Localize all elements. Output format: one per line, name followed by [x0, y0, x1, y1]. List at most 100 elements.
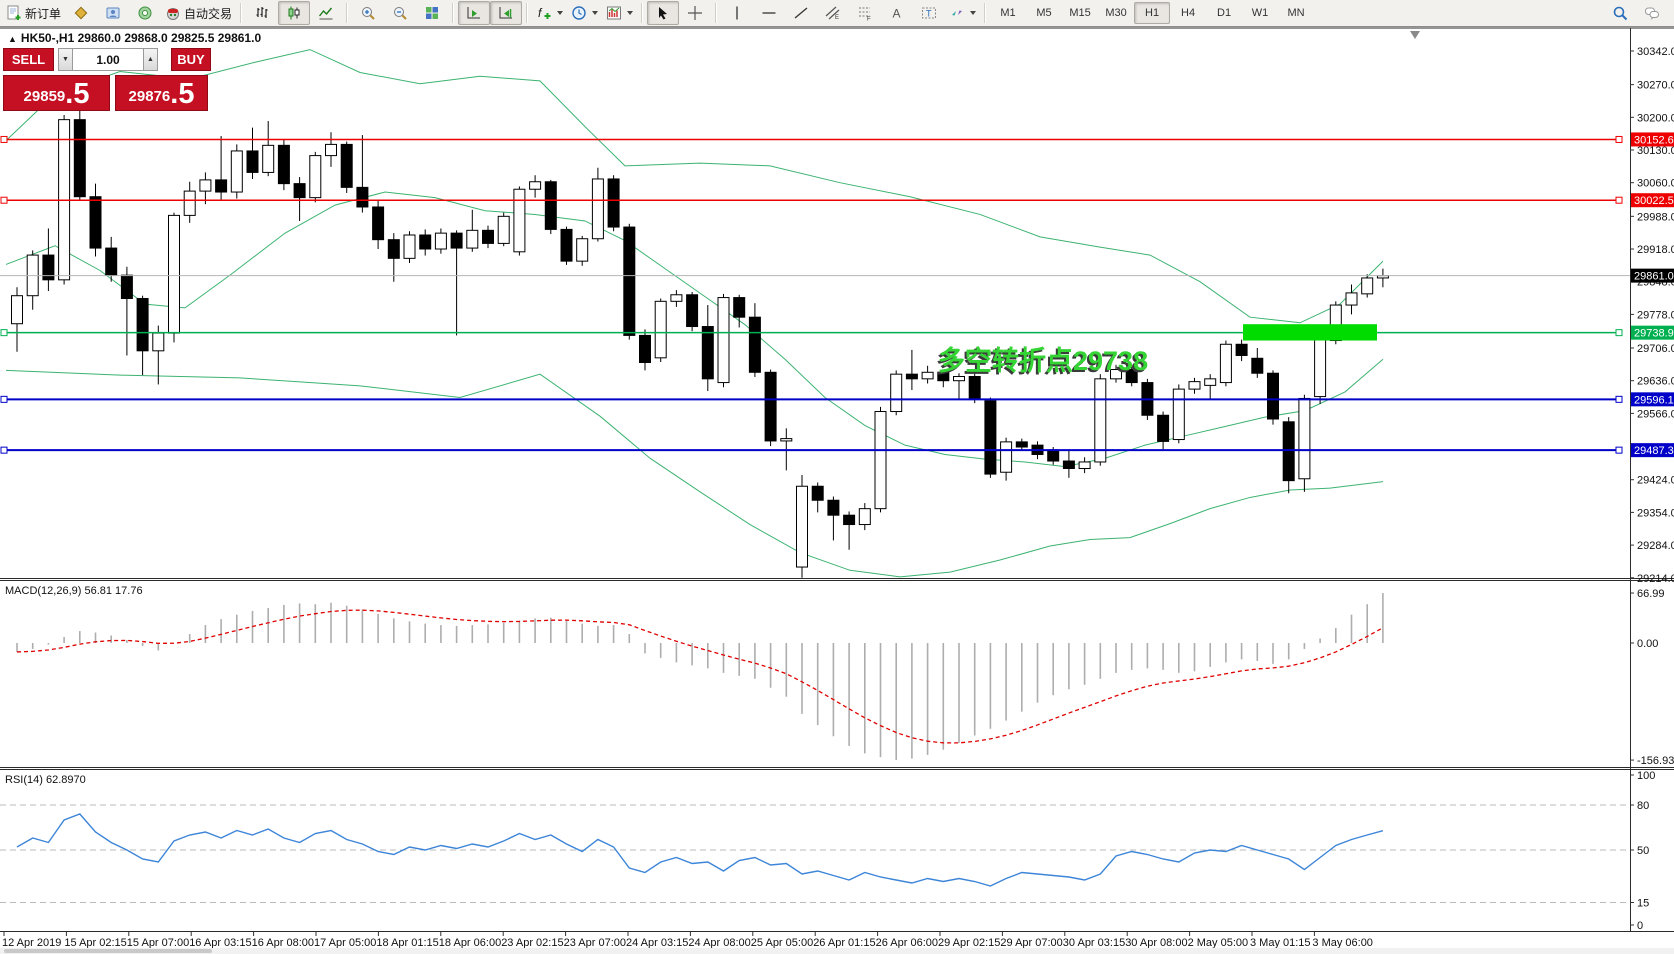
- autotrading-button[interactable]: 自动交易: [161, 1, 236, 25]
- line-chart-button[interactable]: [310, 1, 342, 25]
- text-label-button[interactable]: T: [913, 1, 945, 25]
- candle-body: [890, 373, 903, 413]
- sell-price[interactable]: 29859.5: [3, 75, 110, 111]
- rsi-indicator-label: RSI(14) 62.8970: [5, 774, 86, 786]
- equidistant-channel-icon: E: [825, 5, 841, 21]
- horizontal-line-button[interactable]: [753, 1, 785, 25]
- collapse-arrow-icon[interactable]: ▲: [8, 34, 17, 44]
- horizontal-scrollbar-thumb[interactable]: [4, 949, 212, 953]
- line-handle[interactable]: [1615, 196, 1623, 204]
- timeframe-M30[interactable]: M30: [1105, 7, 1127, 19]
- annotation-text: 多空转折点29738: [938, 345, 1148, 376]
- timeframe-W1[interactable]: W1: [1251, 7, 1269, 19]
- line-handle[interactable]: [1615, 135, 1623, 143]
- auto-scroll-button[interactable]: [458, 1, 491, 25]
- candle-body: [183, 190, 196, 216]
- zoom-out-button[interactable]: [384, 1, 416, 25]
- news-button[interactable]: [129, 1, 161, 25]
- equidistant-channel-button[interactable]: E: [817, 1, 849, 25]
- sell-button[interactable]: SELL: [3, 48, 54, 71]
- candle-body: [419, 234, 432, 250]
- candle-body: [1047, 449, 1060, 462]
- macd-indicator-label: MACD(12,26,9) 56.81 17.76: [5, 585, 143, 597]
- timeframe-H1[interactable]: H1: [1134, 2, 1171, 24]
- timeframe-M15[interactable]: M15: [1069, 7, 1091, 19]
- candle-body: [42, 254, 55, 281]
- timeframe-M1[interactable]: M1: [1000, 7, 1016, 19]
- buy-button[interactable]: BUY: [171, 48, 211, 71]
- candle-body: [215, 179, 228, 193]
- line-handle[interactable]: [0, 196, 8, 204]
- line-handle[interactable]: [0, 135, 8, 143]
- dropdown-caret: [592, 11, 599, 15]
- zoom-in-button[interactable]: [352, 1, 384, 25]
- indicators-button[interactable]: f: [532, 1, 567, 25]
- line-handle[interactable]: [1615, 395, 1623, 403]
- bar-chart-icon: [254, 5, 270, 21]
- candle-body: [246, 150, 259, 173]
- search-button[interactable]: [1604, 1, 1636, 25]
- text-button[interactable]: A: [881, 1, 913, 25]
- time-label: 2 May 05:00: [1188, 937, 1249, 949]
- candle-body: [623, 226, 636, 336]
- trendline-button[interactable]: [785, 1, 817, 25]
- line-handle[interactable]: [0, 395, 8, 403]
- new-order-icon: [6, 5, 22, 21]
- new-order-button[interactable]: 新订单: [2, 1, 65, 25]
- time-label: 24 Apr 03:15: [626, 937, 688, 949]
- profiles-button[interactable]: [97, 1, 129, 25]
- timeframe-D1[interactable]: D1: [1217, 7, 1232, 19]
- candle-body: [1298, 397, 1311, 480]
- bar-chart-button[interactable]: [246, 1, 278, 25]
- periods-button[interactable]: [567, 1, 602, 25]
- line-handle[interactable]: [1615, 329, 1623, 337]
- line-handle[interactable]: [0, 329, 8, 337]
- crosshair-button[interactable]: [679, 1, 711, 25]
- timeframe-H4[interactable]: H4: [1181, 7, 1196, 19]
- cursor-button[interactable]: [647, 1, 680, 25]
- fibonacci-button[interactable]: F: [849, 1, 881, 25]
- candle-body: [1204, 378, 1217, 386]
- candle-body: [921, 371, 934, 380]
- profiles-icon: [105, 5, 121, 21]
- autotrading-label: 自动交易: [184, 6, 233, 21]
- buy-price[interactable]: 29876.5: [115, 75, 208, 111]
- time-label: 3 May 06:00: [1312, 937, 1373, 949]
- chart-shift-marker-icon[interactable]: [1410, 31, 1420, 39]
- line-handle[interactable]: [1615, 446, 1623, 454]
- rsi-line: [16, 813, 1384, 887]
- line-handle[interactable]: [0, 446, 8, 454]
- timeframe-M5[interactable]: M5: [1036, 7, 1052, 19]
- volume-down-button[interactable]: ▼: [58, 48, 73, 71]
- price-badge-label: 29596.1: [1634, 394, 1674, 406]
- timeframe-bar: M1 M5 M15 M30 H1 H4 D1 W1 MN: [990, 2, 1314, 24]
- candle-body: [639, 334, 651, 363]
- tile-windows-button[interactable]: [416, 1, 448, 25]
- chat-button[interactable]: [1636, 1, 1668, 25]
- candle-body: [1172, 388, 1185, 441]
- cursor-icon: [655, 5, 671, 21]
- candle-body: [309, 155, 322, 199]
- candle-body: [199, 179, 212, 192]
- price-tick-label: 29214.0: [1637, 573, 1674, 585]
- volume-input[interactable]: 1.00: [73, 48, 143, 71]
- timeframe-MN[interactable]: MN: [1287, 7, 1305, 19]
- candlestick-button[interactable]: [278, 1, 311, 25]
- layouts-button[interactable]: [65, 1, 97, 25]
- horizontal-scrollbar[interactable]: [0, 948, 1674, 954]
- dropdown-caret: [627, 11, 634, 15]
- price-tick-label: 29918.0: [1637, 244, 1674, 256]
- candle-body: [796, 485, 808, 568]
- toolbar-separator: [715, 3, 718, 23]
- volume-up-button[interactable]: ▲: [143, 48, 158, 71]
- arrows-button[interactable]: [945, 1, 980, 25]
- chart-shift-button[interactable]: [490, 1, 523, 25]
- vertical-line-button[interactable]: [721, 1, 753, 25]
- highlight-zone-rect[interactable]: [1243, 324, 1377, 341]
- templates-button[interactable]: [602, 1, 637, 25]
- candle-body: [748, 316, 761, 373]
- toolbar-separator: [641, 3, 644, 23]
- candle-body: [152, 332, 165, 352]
- candle-body: [482, 229, 494, 244]
